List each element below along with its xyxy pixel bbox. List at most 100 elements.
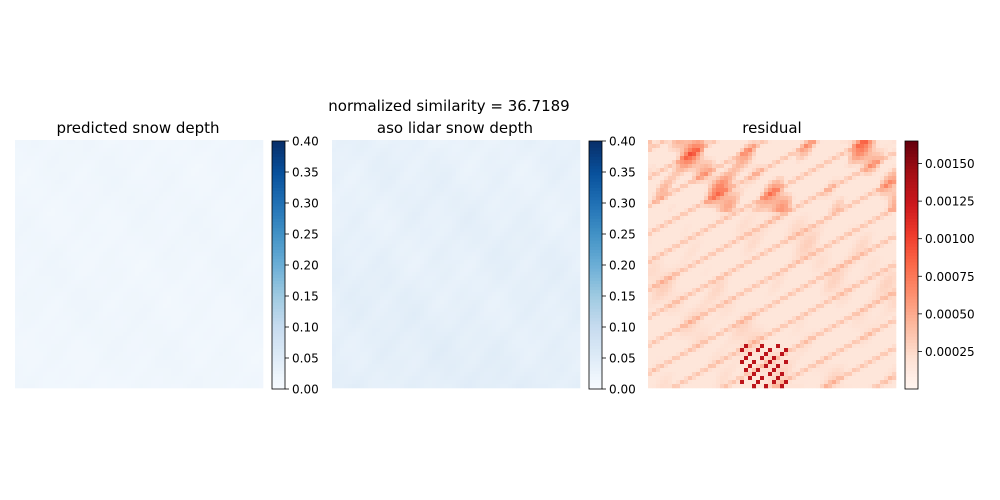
heatmap-cell xyxy=(151,332,156,337)
heatmap-cell xyxy=(127,152,132,157)
heatmap-cell xyxy=(227,204,232,209)
heatmap-cell xyxy=(203,160,208,165)
heatmap-cell xyxy=(111,224,116,229)
heatmap-cell xyxy=(87,152,92,157)
heatmap-cell xyxy=(336,164,341,169)
heatmap-cell xyxy=(191,232,196,237)
heatmap-cell xyxy=(43,180,48,185)
heatmap-cell xyxy=(215,212,220,217)
heatmap-cell xyxy=(31,280,36,285)
heatmap-cell xyxy=(516,176,521,181)
heatmap-cell xyxy=(19,288,24,293)
heatmap-cell xyxy=(219,252,224,257)
heatmap-cell xyxy=(23,336,28,341)
heatmap-cell xyxy=(183,352,188,357)
heatmap-cell xyxy=(544,180,549,185)
heatmap-cell xyxy=(195,248,200,253)
heatmap-cell xyxy=(15,224,20,229)
heatmap-cell xyxy=(199,256,204,261)
heatmap-cell xyxy=(167,332,172,337)
heatmap-cell xyxy=(171,236,176,241)
heatmap-cell xyxy=(556,188,561,193)
colorbar-gradient-step xyxy=(272,376,285,381)
heatmap-cell xyxy=(123,176,128,181)
heatmap-cell xyxy=(556,164,561,169)
heatmap-cell xyxy=(123,312,128,317)
heatmap-cell xyxy=(111,248,116,253)
heatmap-cell xyxy=(536,184,541,189)
heatmap-cell xyxy=(115,288,120,293)
heatmap-cell xyxy=(147,192,152,197)
heatmap-cell xyxy=(500,180,505,185)
heatmap-cell xyxy=(468,152,473,157)
heatmap-cell xyxy=(572,152,577,157)
heatmap-cell xyxy=(376,200,381,205)
heatmap-cell xyxy=(247,364,252,369)
heatmap-cell xyxy=(91,272,96,277)
heatmap-cell xyxy=(556,180,561,185)
heatmap-cell xyxy=(472,148,477,153)
heatmap-cell xyxy=(239,184,244,189)
heatmap-cell xyxy=(35,156,40,161)
heatmap-cell xyxy=(39,376,44,381)
colorbar-gradient-step xyxy=(272,153,285,157)
heatmap-cell xyxy=(215,380,220,385)
heatmap-cell xyxy=(239,140,244,145)
heatmap-cell xyxy=(420,180,425,185)
heatmap-cell xyxy=(19,380,24,385)
heatmap-cell xyxy=(235,364,240,369)
heatmap-cell xyxy=(119,164,124,169)
heatmap-cell xyxy=(211,288,216,293)
heatmap-cell xyxy=(203,280,208,285)
heatmap-cell xyxy=(143,172,148,177)
heatmap-cell xyxy=(532,176,537,181)
heatmap-cell xyxy=(75,140,80,145)
heatmap-cell xyxy=(123,144,128,149)
heatmap-cell xyxy=(51,336,56,341)
heatmap-cell xyxy=(167,276,172,281)
heatmap-cell xyxy=(524,156,529,161)
heatmap-cell xyxy=(199,172,204,177)
heatmap-cell xyxy=(79,204,84,209)
heatmap-cell xyxy=(191,240,196,245)
heatmap-cell xyxy=(239,352,244,357)
heatmap-cell xyxy=(135,240,140,245)
heatmap-cell xyxy=(83,220,88,225)
heatmap-cell xyxy=(155,204,160,209)
heatmap-cell xyxy=(207,248,212,253)
heatmap-cell xyxy=(55,308,60,313)
heatmap-cell xyxy=(388,144,393,149)
heatmap-cell xyxy=(19,364,24,369)
heatmap-cell xyxy=(147,216,152,221)
heatmap-cell xyxy=(95,196,100,201)
heatmap-cell xyxy=(91,204,96,209)
heatmap-cell xyxy=(55,216,60,221)
heatmap-cell xyxy=(119,324,124,329)
heatmap-cell xyxy=(508,152,513,157)
heatmap-cell xyxy=(560,168,565,173)
heatmap-cell xyxy=(195,156,200,161)
heatmap-cell xyxy=(259,244,264,249)
heatmap-cell xyxy=(556,184,561,189)
heatmap-cell xyxy=(227,152,232,157)
heatmap-cell xyxy=(223,196,228,201)
heatmap-cell xyxy=(215,348,220,353)
heatmap-cell xyxy=(99,204,104,209)
heatmap-cell xyxy=(99,212,104,217)
heatmap-cell xyxy=(27,244,32,249)
heatmap-cell xyxy=(576,188,581,193)
heatmap-cell xyxy=(151,328,156,333)
heatmap-cell xyxy=(364,168,369,173)
heatmap-cell xyxy=(380,148,385,153)
heatmap-cell xyxy=(251,280,256,285)
heatmap-cell xyxy=(31,188,36,193)
heatmap-cell xyxy=(171,164,176,169)
heatmap-cell xyxy=(444,172,449,177)
heatmap-cell xyxy=(207,208,212,213)
heatmap-cell xyxy=(231,312,236,317)
heatmap-cell xyxy=(131,292,136,297)
heatmap-cell xyxy=(151,244,156,249)
heatmap-cell xyxy=(223,368,228,373)
heatmap-cell xyxy=(171,144,176,149)
heatmap-cell xyxy=(91,184,96,189)
